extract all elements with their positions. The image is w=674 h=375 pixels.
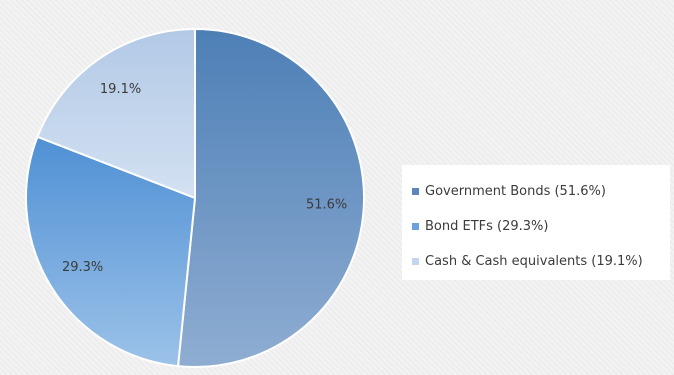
legend-swatch-government-bonds [412, 188, 419, 195]
legend-label-bond-etfs: Bond ETFs (29.3%) [425, 219, 549, 234]
pie-slice-cash [36, 27, 196, 200]
legend-swatch-bond-etfs [412, 223, 419, 230]
pie-slice-government-bonds [176, 27, 365, 368]
pie-slice-bond-etfs [25, 135, 197, 368]
legend-swatch-cash [412, 258, 419, 265]
data-label-government-bonds: 51.6% [306, 198, 347, 213]
data-label-bond-etfs: 29.3% [62, 260, 103, 275]
legend-item-cash: Cash & Cash equivalents (19.1%) [412, 254, 643, 269]
legend: Government Bonds (51.6%) Bond ETFs (29.3… [402, 165, 670, 280]
legend-label-government-bonds: Government Bonds (51.6%) [425, 184, 606, 199]
legend-item-government-bonds: Government Bonds (51.6%) [412, 184, 606, 199]
legend-label-cash: Cash & Cash equivalents (19.1%) [425, 254, 643, 269]
legend-item-bond-etfs: Bond ETFs (29.3%) [412, 219, 548, 234]
data-label-cash: 19.1% [100, 82, 141, 97]
